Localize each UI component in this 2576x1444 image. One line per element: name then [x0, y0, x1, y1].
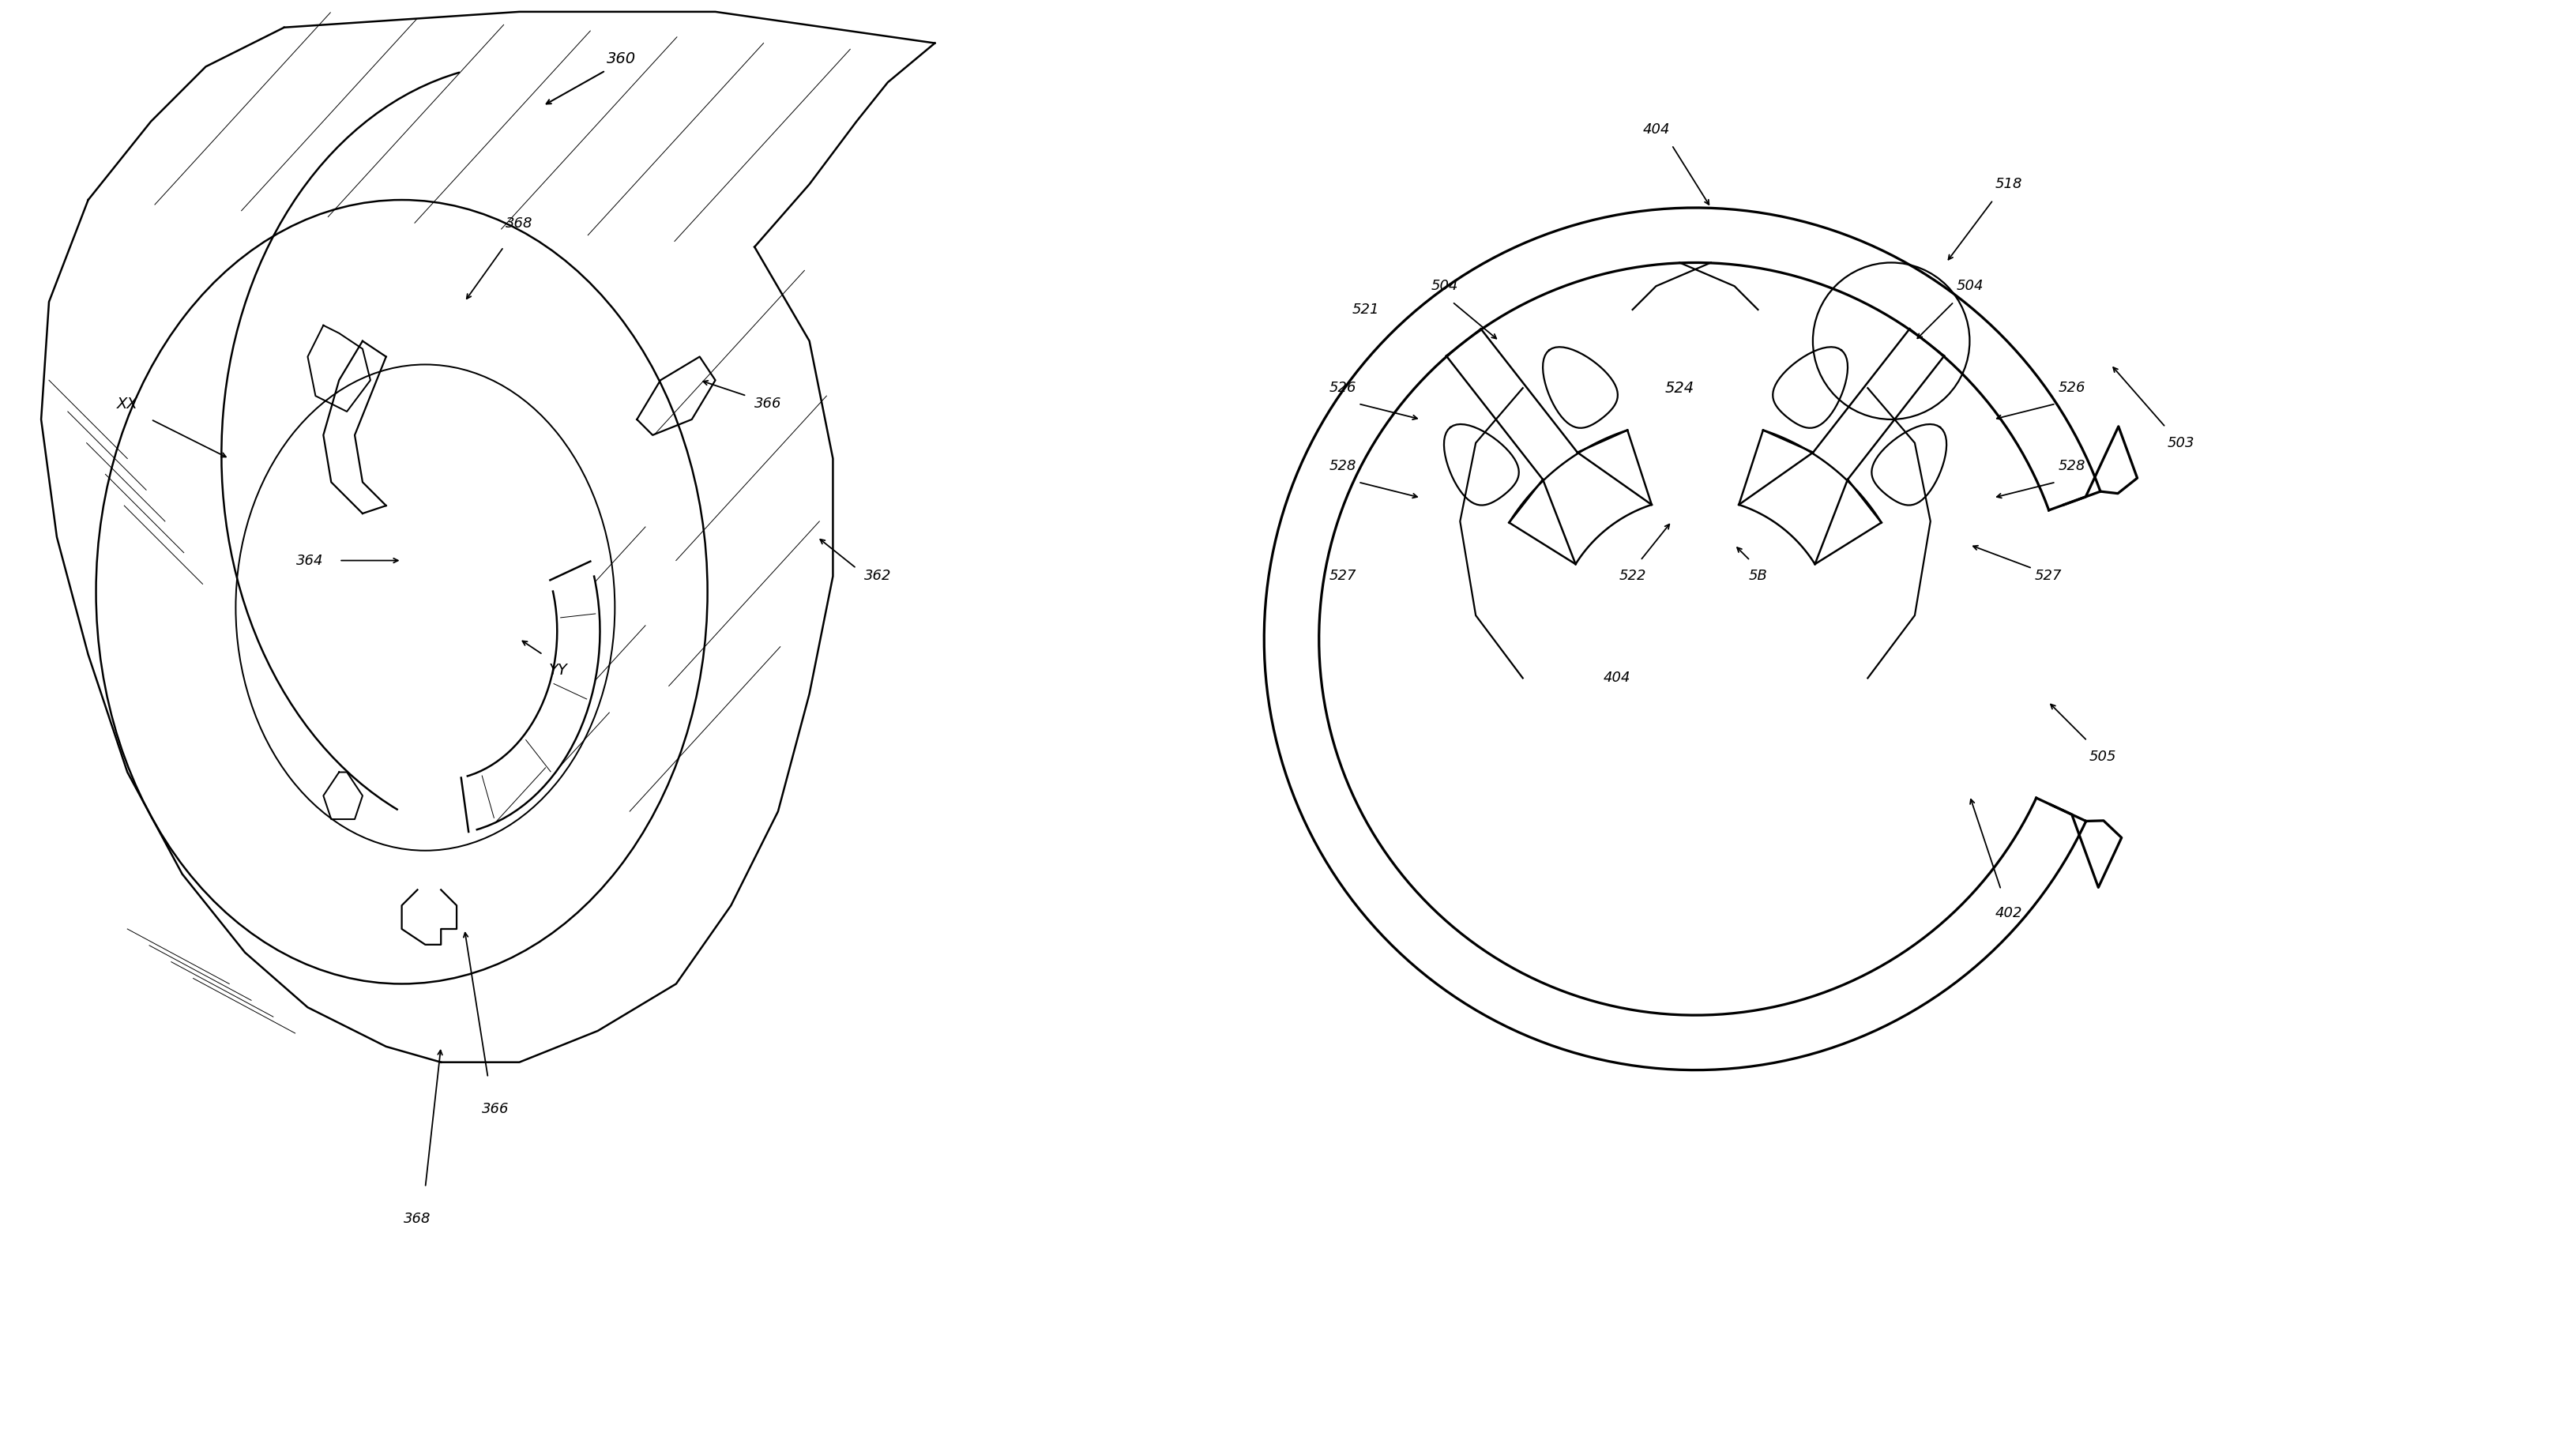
Text: 360: 360 — [605, 52, 636, 66]
Text: 527: 527 — [2035, 569, 2061, 583]
Text: 364: 364 — [296, 553, 325, 567]
Text: 527: 527 — [1329, 569, 1355, 583]
Text: 522: 522 — [1618, 569, 1646, 583]
Text: 368: 368 — [404, 1212, 430, 1226]
Text: 521: 521 — [1352, 303, 1381, 316]
Text: YY: YY — [549, 663, 567, 677]
Text: XX: XX — [116, 396, 139, 412]
Text: 504: 504 — [1430, 279, 1458, 293]
Text: 528: 528 — [2058, 459, 2084, 474]
Text: 526: 526 — [2058, 381, 2084, 396]
Text: 528: 528 — [1329, 459, 1355, 474]
Text: 402: 402 — [1996, 907, 2022, 920]
Text: 504: 504 — [1955, 279, 1984, 293]
Text: 503: 503 — [2166, 436, 2195, 451]
Text: 526: 526 — [1329, 381, 1355, 396]
Text: 368: 368 — [505, 217, 533, 231]
Text: 524: 524 — [1664, 381, 1695, 396]
Text: 404: 404 — [1602, 671, 1631, 686]
Text: 404: 404 — [1643, 123, 1669, 136]
Text: 362: 362 — [866, 569, 891, 583]
Text: 505: 505 — [2089, 749, 2117, 764]
Text: 518: 518 — [1996, 178, 2022, 192]
Text: 366: 366 — [755, 397, 781, 412]
Text: 366: 366 — [482, 1102, 510, 1116]
Text: 5B: 5B — [1749, 569, 1767, 583]
